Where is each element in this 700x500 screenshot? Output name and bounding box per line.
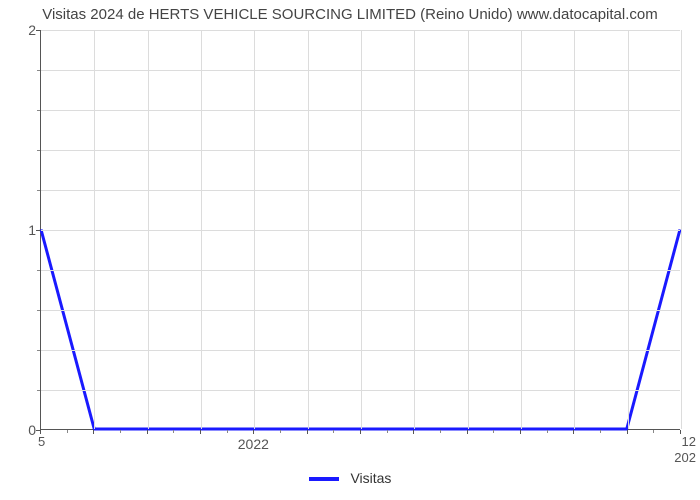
xtick-mark	[253, 430, 254, 434]
xtick-minor	[653, 430, 654, 433]
ytick-minor	[37, 110, 40, 111]
xtick-label-year: 2022	[238, 436, 269, 452]
plot-area	[40, 30, 680, 430]
xtick-label-left: 5	[38, 434, 45, 449]
xtick-mark	[307, 430, 308, 434]
gridline-v	[254, 30, 255, 429]
xtick-mark	[520, 430, 521, 434]
xtick-mark	[627, 430, 628, 434]
gridline-v	[681, 30, 682, 429]
xtick-mark	[147, 430, 148, 434]
ytick-mark	[36, 230, 40, 231]
xtick-minor	[387, 430, 388, 433]
gridline-v	[308, 30, 309, 429]
legend-swatch	[309, 477, 339, 481]
ytick-label: 1	[20, 222, 36, 238]
legend-label: Visitas	[350, 470, 391, 486]
xtick-minor	[120, 430, 121, 433]
ytick-minor	[37, 350, 40, 351]
ytick-mark	[36, 30, 40, 31]
gridline-v	[574, 30, 575, 429]
visits-chart: Visitas 2024 de HERTS VEHICLE SOURCING L…	[0, 0, 700, 500]
xtick-label-right-bottom: 202	[674, 450, 696, 465]
gridline-v	[521, 30, 522, 429]
xtick-minor	[67, 430, 68, 433]
ytick-minor	[37, 190, 40, 191]
xtick-minor	[333, 430, 334, 433]
gridline-v	[468, 30, 469, 429]
gridline-v	[94, 30, 95, 429]
ytick-minor	[37, 310, 40, 311]
xtick-minor	[280, 430, 281, 433]
ytick-label: 0	[20, 422, 36, 438]
xtick-minor	[600, 430, 601, 433]
ytick-label: 2	[20, 22, 36, 38]
gridline-v	[414, 30, 415, 429]
xtick-label-right-top: 12	[682, 434, 696, 449]
xtick-mark	[93, 430, 94, 434]
gridline-v	[361, 30, 362, 429]
xtick-mark	[360, 430, 361, 434]
xtick-minor	[493, 430, 494, 433]
ytick-minor	[37, 390, 40, 391]
xtick-mark	[413, 430, 414, 434]
xtick-minor	[227, 430, 228, 433]
ytick-minor	[37, 150, 40, 151]
xtick-minor	[173, 430, 174, 433]
chart-title: Visitas 2024 de HERTS VEHICLE SOURCING L…	[0, 6, 700, 23]
ytick-minor	[37, 70, 40, 71]
gridline-v	[148, 30, 149, 429]
chart-legend: Visitas	[0, 470, 700, 486]
gridline-v	[201, 30, 202, 429]
xtick-mark	[467, 430, 468, 434]
xtick-mark	[573, 430, 574, 434]
xtick-mark	[200, 430, 201, 434]
xtick-minor	[547, 430, 548, 433]
ytick-minor	[37, 270, 40, 271]
xtick-minor	[440, 430, 441, 433]
gridline-v	[628, 30, 629, 429]
